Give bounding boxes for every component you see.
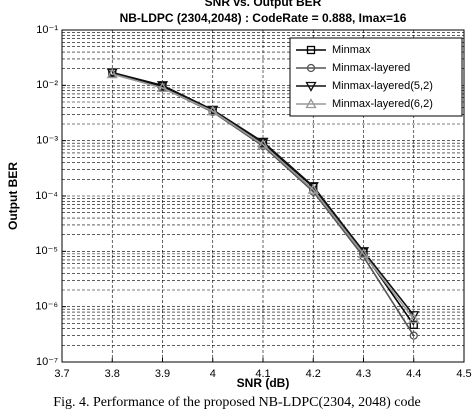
marker [357,248,370,259]
series-line [112,73,415,320]
x-tick-label: 4.1 [255,368,270,380]
x-tick-label: 4.3 [356,368,371,380]
x-tick-label: 4 [210,368,216,380]
marker [156,82,169,93]
marker [106,68,118,79]
legend-label: Minmax-layered(5,2) [332,80,433,92]
legend-label: Minmax-layered(6,2) [332,98,433,110]
x-tick-label: 4.2 [306,368,321,380]
marker [207,105,219,116]
legend-label: Minmax [332,44,371,56]
plot-frame [61,29,465,363]
legend-box [289,37,463,117]
y-tick-label: 10⁻⁶ [35,301,58,313]
marker [305,98,317,109]
y-tick-label: 10⁻¹ [36,24,58,36]
marker [156,81,169,92]
marker [257,138,269,149]
marker [306,45,316,55]
chart-title: SNR vs. Output BER [205,0,322,9]
x-tick-label: 3.8 [105,368,120,380]
marker [306,63,316,73]
x-tick-label: 4.4 [406,368,421,380]
y-tick-label: 10⁻³ [36,135,58,147]
marker [307,183,319,194]
marker [409,320,418,329]
y-tick-label: 10⁻⁵ [35,245,58,257]
x-tick-label: 3.7 [54,368,69,380]
x-tick-label: 4.5 [456,368,471,380]
x-tick-label: 3.9 [155,368,170,380]
legend-label: Minmax-layered [332,62,410,74]
marker [305,81,317,92]
y-tick-label: 10⁻⁷ [36,356,58,368]
y-axis-label: Output BER [6,162,20,230]
y-tick-label: 10⁻⁴ [35,190,58,202]
y-tick-label: 10⁻² [36,79,58,91]
x-axis-label: SNR (dB) [237,376,290,390]
legend: Minmax Minmax-layered Minmax-layered(5,2) M… [289,37,463,117]
marker [409,331,418,340]
marker [408,313,420,324]
series-line [112,71,415,316]
chart-subtitle: NB-LDPC (2304,2048) : CodeRate = 0.888, … [120,11,407,25]
figure-caption: Fig. 4. Performance of the proposed NB-L… [53,395,420,410]
